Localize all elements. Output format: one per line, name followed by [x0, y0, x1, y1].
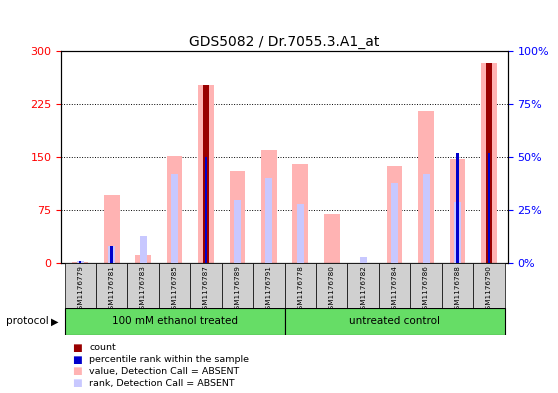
Text: rank, Detection Call = ABSENT: rank, Detection Call = ABSENT [89, 379, 235, 387]
Bar [360, 257, 367, 263]
Bar [266, 178, 272, 263]
Text: GSM1176781: GSM1176781 [109, 266, 115, 314]
Bar [456, 153, 459, 263]
Bar [171, 174, 178, 263]
Text: ■: ■ [73, 354, 82, 365]
Bar [104, 195, 119, 263]
Bar [488, 153, 490, 263]
Text: GSM1176785: GSM1176785 [171, 266, 177, 314]
Bar [198, 85, 214, 263]
Text: GSM1176789: GSM1176789 [234, 266, 240, 314]
Text: GSM1176786: GSM1176786 [423, 266, 429, 314]
Bar [297, 204, 304, 263]
Text: GSM1176782: GSM1176782 [360, 266, 366, 314]
Text: GSM1176778: GSM1176778 [297, 266, 304, 314]
Bar [486, 63, 492, 263]
Bar [292, 164, 308, 263]
Text: 100 mM ethanol treated: 100 mM ethanol treated [112, 316, 238, 327]
Bar [481, 63, 497, 263]
Bar [79, 261, 81, 263]
Bar [442, 263, 473, 309]
Bar [205, 157, 207, 263]
Bar [253, 263, 285, 309]
Bar [391, 183, 398, 263]
Bar [96, 263, 127, 309]
Text: GSM1176780: GSM1176780 [329, 266, 335, 314]
Bar [110, 246, 113, 263]
Bar [285, 308, 504, 335]
Bar [190, 263, 222, 309]
Bar [203, 85, 209, 263]
Text: GSM1176791: GSM1176791 [266, 266, 272, 314]
Bar [387, 166, 402, 263]
Bar [473, 263, 504, 309]
Text: protocol: protocol [6, 316, 49, 327]
Text: ▶: ▶ [51, 316, 59, 327]
Bar [159, 263, 190, 309]
Text: ■: ■ [73, 366, 82, 376]
Bar [454, 202, 461, 263]
Bar [316, 263, 348, 309]
Text: ■: ■ [73, 378, 82, 388]
Bar [65, 308, 285, 335]
Bar [422, 174, 430, 263]
Bar [127, 263, 159, 309]
Text: GSM1176779: GSM1176779 [77, 266, 83, 314]
Bar [285, 263, 316, 309]
Text: percentile rank within the sample: percentile rank within the sample [89, 355, 249, 364]
Text: GSM1176788: GSM1176788 [454, 266, 460, 314]
Bar [450, 159, 465, 263]
Bar [234, 200, 241, 263]
Bar [348, 263, 379, 309]
Bar [222, 263, 253, 309]
Text: GSM1176787: GSM1176787 [203, 266, 209, 314]
Bar [167, 156, 182, 263]
Bar [77, 261, 84, 263]
Bar [108, 246, 115, 263]
Text: GSM1176784: GSM1176784 [392, 266, 398, 314]
Bar [65, 263, 96, 309]
Text: untreated control: untreated control [349, 316, 440, 327]
Bar [418, 111, 434, 263]
Bar [261, 150, 277, 263]
Text: count: count [89, 343, 116, 352]
Text: GSM1176783: GSM1176783 [140, 266, 146, 314]
Bar [324, 214, 340, 263]
Bar [140, 236, 147, 263]
Title: GDS5082 / Dr.7055.3.A1_at: GDS5082 / Dr.7055.3.A1_at [189, 35, 380, 49]
Bar [379, 263, 410, 309]
Text: ■: ■ [73, 343, 82, 353]
Text: value, Detection Call = ABSENT: value, Detection Call = ABSENT [89, 367, 239, 376]
Bar [229, 171, 246, 263]
Text: GSM1176790: GSM1176790 [486, 266, 492, 314]
Bar [135, 255, 151, 263]
Bar [410, 263, 442, 309]
Bar [73, 262, 88, 263]
